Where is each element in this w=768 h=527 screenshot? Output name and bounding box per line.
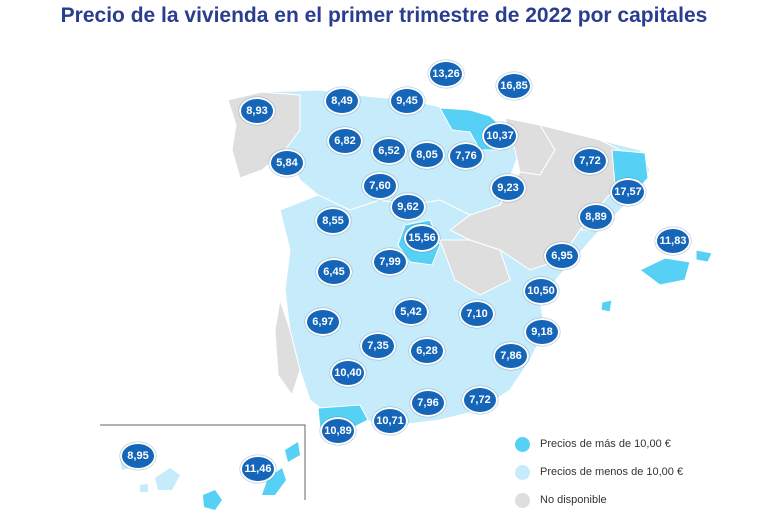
value-bubble: 9,62 (390, 193, 426, 221)
value-bubble: 7,10 (459, 300, 495, 328)
value-bubble: 7,60 (362, 172, 398, 200)
value-bubble: 7,99 (372, 248, 408, 276)
value-bubble: 15,56 (404, 224, 440, 252)
value-bubble: 8,89 (578, 203, 614, 231)
balearic-islands (600, 249, 713, 313)
value-bubble: 8,49 (324, 87, 360, 115)
value-bubble: 10,40 (330, 359, 366, 387)
value-bubble: 6,97 (305, 308, 341, 336)
legend-swatch (515, 464, 530, 480)
value-bubble: 6,52 (371, 137, 407, 165)
value-bubble: 10,37 (482, 122, 518, 150)
value-bubble: 10,71 (372, 407, 408, 435)
legend-item: No disponible (515, 486, 683, 514)
map-title: Precio de la vivienda en el primer trime… (60, 4, 708, 27)
value-bubble: 8,05 (409, 141, 445, 169)
island-gran-canaria (203, 490, 222, 510)
region-nodata-west (274, 299, 301, 397)
value-bubble: 13,26 (428, 60, 464, 88)
value-bubble: 5,84 (269, 149, 305, 177)
value-bubble: 11,83 (655, 227, 691, 255)
value-bubble: 7,86 (493, 342, 529, 370)
value-bubble: 7,72 (462, 386, 498, 414)
island-tenerife (155, 468, 180, 490)
island-mallorca (639, 257, 691, 286)
legend-item: Precios de menos de 10,00 € (515, 458, 683, 486)
value-bubble: 7,96 (410, 389, 446, 417)
island-ibiza (600, 299, 613, 313)
value-bubble: 16,85 (496, 72, 532, 100)
value-bubble: 7,35 (360, 332, 396, 360)
mainland-base (227, 89, 651, 433)
value-bubble: 17,57 (610, 178, 646, 206)
legend-swatch (515, 492, 530, 508)
value-bubble: 9,18 (524, 318, 560, 346)
value-bubble: 8,95 (120, 442, 156, 470)
value-bubble: 11,46 (240, 455, 276, 483)
legend-item: Precios de más de 10,00 € (515, 430, 683, 458)
canary-frame (100, 424, 306, 500)
legend-swatch (515, 436, 530, 452)
value-bubble: 10,89 (320, 417, 356, 445)
value-bubble: 6,82 (327, 127, 363, 155)
region-nodata-centre (439, 239, 511, 296)
legend-label: No disponible (540, 494, 607, 506)
value-bubble: 5,42 (393, 298, 429, 326)
island-menorca (695, 249, 713, 263)
legend-label: Precios de más de 10,00 € (540, 438, 671, 450)
legend-label: Precios de menos de 10,00 € (540, 466, 684, 478)
value-bubble: 7,76 (448, 142, 484, 170)
value-bubble: 6,28 (409, 337, 445, 365)
island-lanzarote (285, 442, 300, 462)
value-bubble: 8,93 (239, 97, 275, 125)
island-gomera (140, 484, 148, 492)
value-bubble: 9,23 (490, 174, 526, 202)
value-bubble: 7,72 (572, 147, 608, 175)
legend: Precios de más de 10,00 € Precios de men… (515, 430, 683, 514)
value-bubble: 6,45 (316, 258, 352, 286)
value-bubble: 6,95 (544, 242, 580, 270)
value-bubble: 10,50 (523, 277, 559, 305)
value-bubble: 8,55 (315, 207, 351, 235)
island-fuerteventura (262, 468, 286, 495)
value-bubble: 9,45 (389, 87, 425, 115)
